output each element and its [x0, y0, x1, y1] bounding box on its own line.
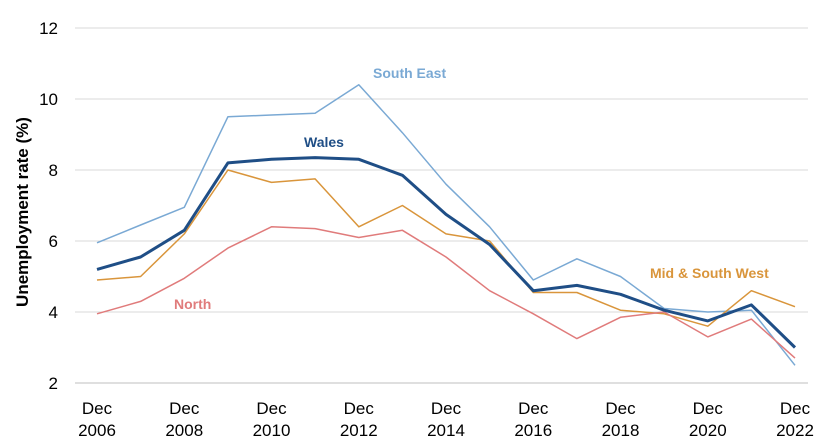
- x-tick-label: Dec: [605, 399, 636, 418]
- x-tick-label: Dec: [780, 399, 811, 418]
- series-line-north: [96, 226, 796, 359]
- grid-lines: [75, 27, 808, 384]
- y-tick-label: 6: [49, 232, 58, 251]
- y-tick-label: 2: [49, 374, 58, 393]
- x-tick-label: 2016: [514, 421, 552, 440]
- x-tick-label: 2008: [165, 421, 203, 440]
- y-tick-label: 12: [39, 19, 58, 38]
- y-tick-label: 10: [39, 90, 58, 109]
- series-lines: [96, 84, 797, 366]
- series-label-south-east: South East: [373, 65, 446, 81]
- x-tick-label: 2006: [78, 421, 116, 440]
- x-tick-label: Dec: [693, 399, 724, 418]
- x-tick-label: Dec: [256, 399, 287, 418]
- y-tick-label: 4: [49, 303, 58, 322]
- y-tick-label: 8: [49, 161, 58, 180]
- x-tick-label: 2014: [427, 421, 465, 440]
- x-tick-label: Dec: [431, 399, 462, 418]
- x-axis-ticks: Dec 2006 Dec 2008 Dec 2010 Dec 2012 Dec 2014 Dec 20…: [78, 399, 814, 440]
- x-tick-label: Dec: [82, 399, 113, 418]
- y-axis-label: Unemployment rate (%): [13, 117, 32, 307]
- x-tick-label: 2022: [776, 421, 814, 440]
- x-tick-label: 2012: [340, 421, 378, 440]
- x-tick-label: Dec: [169, 399, 200, 418]
- series-label-mid-south-west: Mid & South West: [650, 265, 769, 281]
- series-line-wales: [96, 156, 797, 349]
- series-line-south-east: [96, 84, 796, 366]
- x-tick-label: 2018: [602, 421, 640, 440]
- y-axis-ticks: 2 4 6 8 10 12: [39, 19, 58, 393]
- series-label-wales: Wales: [304, 134, 344, 150]
- series-line-mid-south-west: [96, 169, 796, 327]
- x-tick-label: 2020: [689, 421, 727, 440]
- x-tick-label: Dec: [344, 399, 375, 418]
- x-tick-label: Dec: [518, 399, 549, 418]
- x-tick-label: 2010: [253, 421, 291, 440]
- series-label-north: North: [174, 296, 211, 312]
